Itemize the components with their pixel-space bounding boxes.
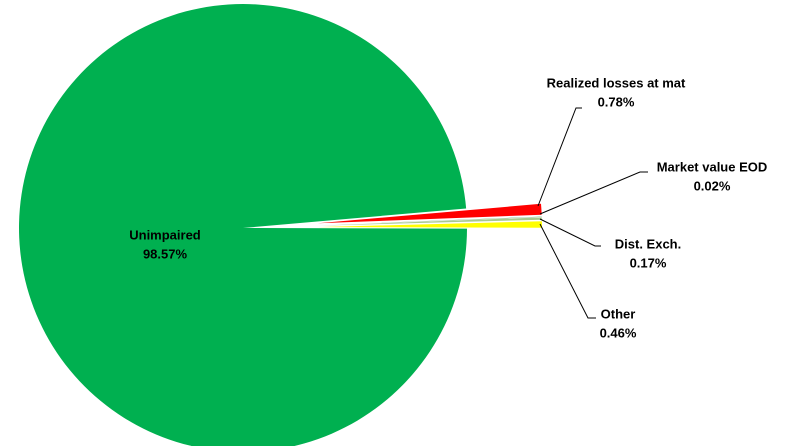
pie-slice: [19, 4, 467, 446]
pie-slice: [317, 217, 542, 226]
slice-label: Other: [601, 306, 636, 321]
leader-line: [537, 107, 582, 207]
slice-label: Dist. Exch.: [615, 236, 681, 251]
pie-slice: [317, 216, 542, 226]
slice-label: Unimpaired: [129, 227, 201, 242]
slice-label: Realized losses at mat: [547, 75, 686, 90]
value-label: 0.17%: [630, 255, 667, 270]
leader-line: [539, 218, 601, 247]
pie-slice: [317, 221, 542, 228]
value-label: 0.46%: [600, 325, 637, 340]
leader-line: [539, 223, 596, 319]
leader-line: [539, 171, 648, 215]
slice-label: Market value EOD: [657, 159, 768, 174]
value-label: 98.57%: [143, 246, 188, 261]
value-label: 0.02%: [694, 178, 731, 193]
pie-slice: [317, 203, 542, 224]
value-label: 0.78%: [598, 94, 635, 109]
